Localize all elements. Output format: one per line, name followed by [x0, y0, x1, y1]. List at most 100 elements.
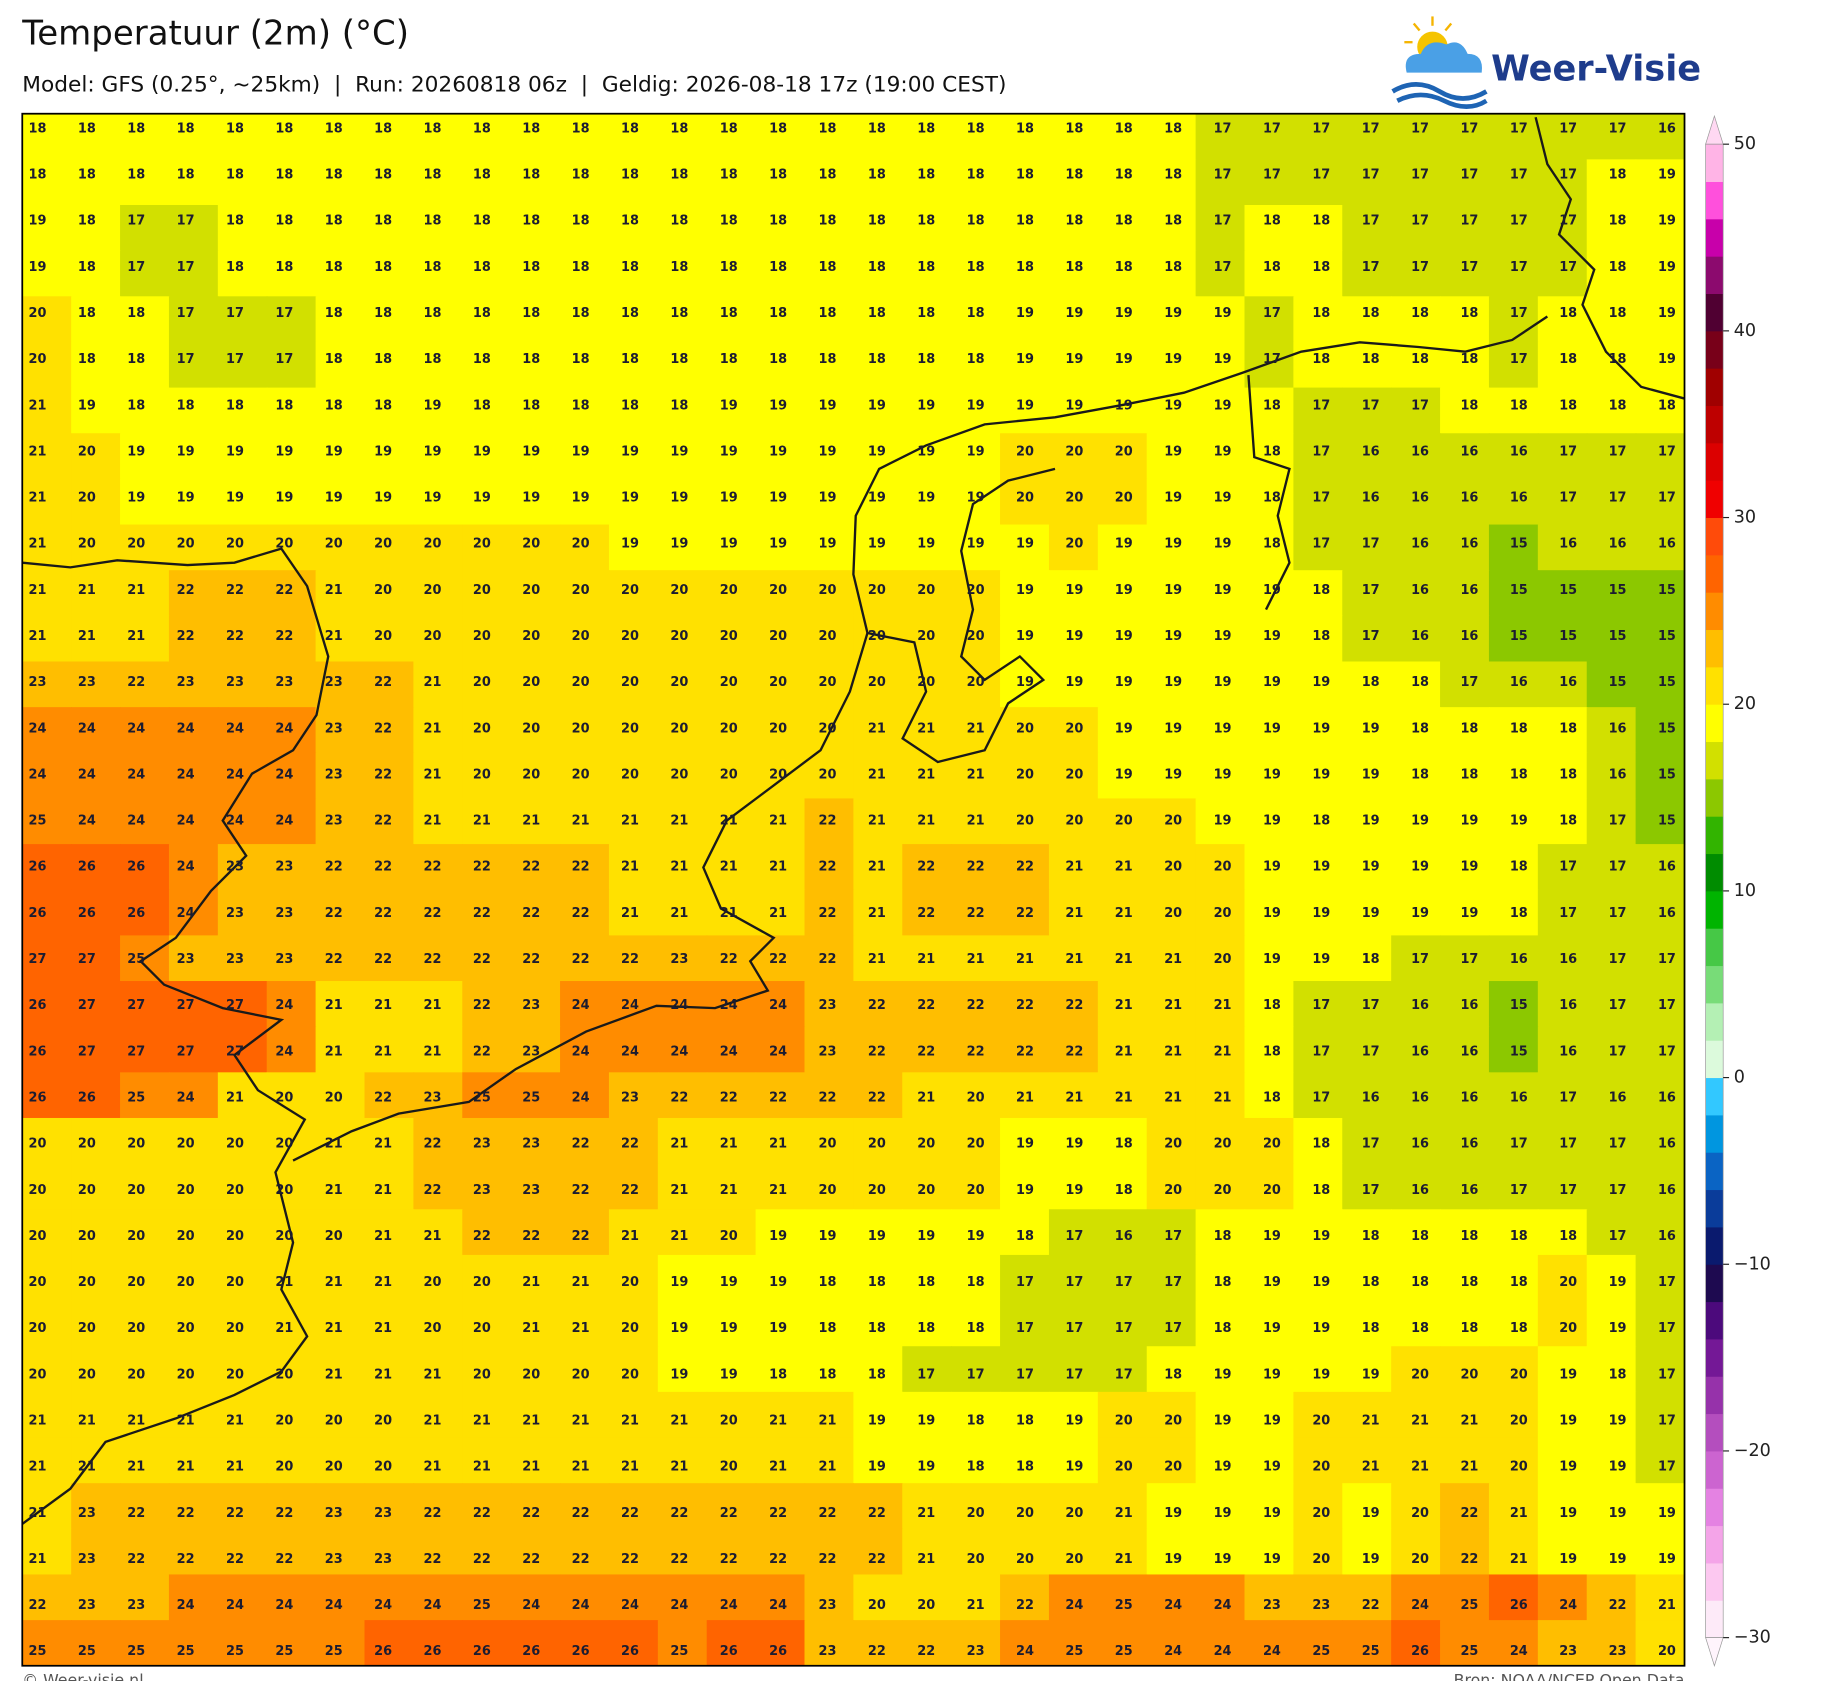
temp-cell: [511, 844, 561, 891]
temp-label: 21: [177, 1413, 195, 1428]
temp-label: 22: [177, 1506, 195, 1521]
temp-cell: [902, 433, 952, 480]
temp-label: 16: [1510, 491, 1528, 506]
temp-label: 20: [917, 1183, 935, 1198]
temp-cell: [217, 113, 268, 161]
temp-cell: [1635, 935, 1686, 982]
temp-label: 19: [1263, 675, 1281, 690]
temp-cell: [755, 570, 806, 617]
temp-label: 18: [374, 214, 392, 229]
temp-cell: [755, 478, 806, 526]
temp-cell: [1293, 296, 1343, 343]
temp-cell: [1537, 341, 1588, 389]
temp-label: 21: [917, 814, 935, 829]
temp-cell: [1488, 844, 1539, 891]
temp-cell: [1537, 296, 1588, 343]
temp-label: 24: [226, 721, 244, 736]
temp-label: 22: [572, 952, 590, 967]
temp-label: 21: [1164, 1044, 1182, 1059]
temp-label: 20: [1065, 491, 1083, 506]
temp-label: 17: [1016, 1321, 1034, 1336]
temp-label: 18: [917, 260, 935, 275]
temp-cell: [560, 661, 610, 708]
temp-cell: [853, 387, 903, 434]
temp-label: 15: [1658, 675, 1676, 690]
temp-cell: [755, 935, 806, 982]
temp-label: 18: [78, 352, 96, 367]
temp-cell: [1146, 570, 1197, 617]
temp-cell: [1586, 387, 1637, 434]
temp-label: 25: [1460, 1644, 1478, 1659]
temp-label: 21: [967, 952, 985, 967]
temp-label: 26: [78, 906, 96, 921]
temp-cell: [657, 935, 708, 982]
temp-label: 23: [226, 675, 244, 690]
temp-cell: [71, 433, 121, 480]
temp-cell: [951, 615, 1001, 663]
temp-label: 21: [720, 906, 738, 921]
temp-label: 21: [769, 814, 787, 829]
temp-cell: [511, 707, 561, 754]
temp-cell: [22, 113, 72, 161]
temp-cell: [1000, 205, 1050, 252]
temp-label: 19: [1263, 721, 1281, 736]
temp-label: 20: [572, 767, 590, 782]
temp-label: 16: [1658, 1229, 1676, 1244]
temp-label: 21: [819, 1413, 837, 1428]
temp-label: 17: [1362, 398, 1380, 413]
temp-cell: [1146, 844, 1197, 891]
temp-label: 17: [1214, 121, 1232, 136]
temp-label: 25: [1065, 1644, 1083, 1659]
temp-cell: [657, 524, 708, 571]
temp-label: 18: [1115, 1137, 1133, 1152]
temp-cell: [1048, 935, 1099, 982]
colorbar-segment: [1705, 442, 1724, 481]
temp-label: 15: [1609, 629, 1627, 644]
temp-label: 20: [424, 629, 442, 644]
temp-cell: [315, 707, 366, 754]
temp-label: 24: [1214, 1598, 1232, 1613]
temp-label: 24: [78, 721, 96, 736]
temp-label: 18: [1411, 306, 1429, 321]
temp-label: 23: [78, 675, 96, 690]
temp-label: 21: [1214, 1044, 1232, 1059]
temp-cell: [1488, 524, 1539, 571]
temp-cell: [462, 250, 512, 298]
temp-label: 17: [1411, 260, 1429, 275]
temp-label: 21: [670, 1137, 688, 1152]
temp-cell: [1000, 615, 1050, 663]
temp-cell: [266, 478, 317, 526]
temp-cell: [217, 889, 268, 937]
temp-cell: [413, 844, 463, 891]
temp-label: 23: [325, 767, 343, 782]
temp-label: 21: [424, 1229, 442, 1244]
temp-label: 20: [868, 1598, 886, 1613]
temp-label: 18: [1510, 860, 1528, 875]
temp-label: 22: [868, 1552, 886, 1567]
temp-label: 20: [769, 629, 787, 644]
temp-cell: [217, 615, 268, 663]
temp-cell: [706, 661, 757, 708]
temp-label: 24: [78, 767, 96, 782]
temp-cell: [1391, 341, 1441, 389]
temp-cell: [1440, 798, 1490, 845]
temp-label: 22: [572, 1137, 590, 1152]
temp-label: 19: [1214, 352, 1232, 367]
temp-label: 18: [1411, 1229, 1429, 1244]
temp-label: 18: [374, 168, 392, 183]
temp-cell: [560, 113, 610, 161]
temp-label: 15: [1658, 629, 1676, 644]
temp-cell: [1440, 889, 1490, 937]
colorbar-segment: [1705, 554, 1724, 593]
temp-cell: [511, 615, 561, 663]
temp-cell: [608, 524, 659, 571]
temp-label: 21: [374, 1044, 392, 1059]
temp-cell: [266, 661, 317, 708]
temp-cell: [1097, 159, 1148, 206]
temp-label: 21: [127, 583, 145, 598]
temp-label: 19: [720, 1275, 738, 1290]
temp-cell: [1244, 113, 1295, 161]
temp-cell: [462, 159, 512, 206]
temp-label: 18: [1362, 952, 1380, 967]
